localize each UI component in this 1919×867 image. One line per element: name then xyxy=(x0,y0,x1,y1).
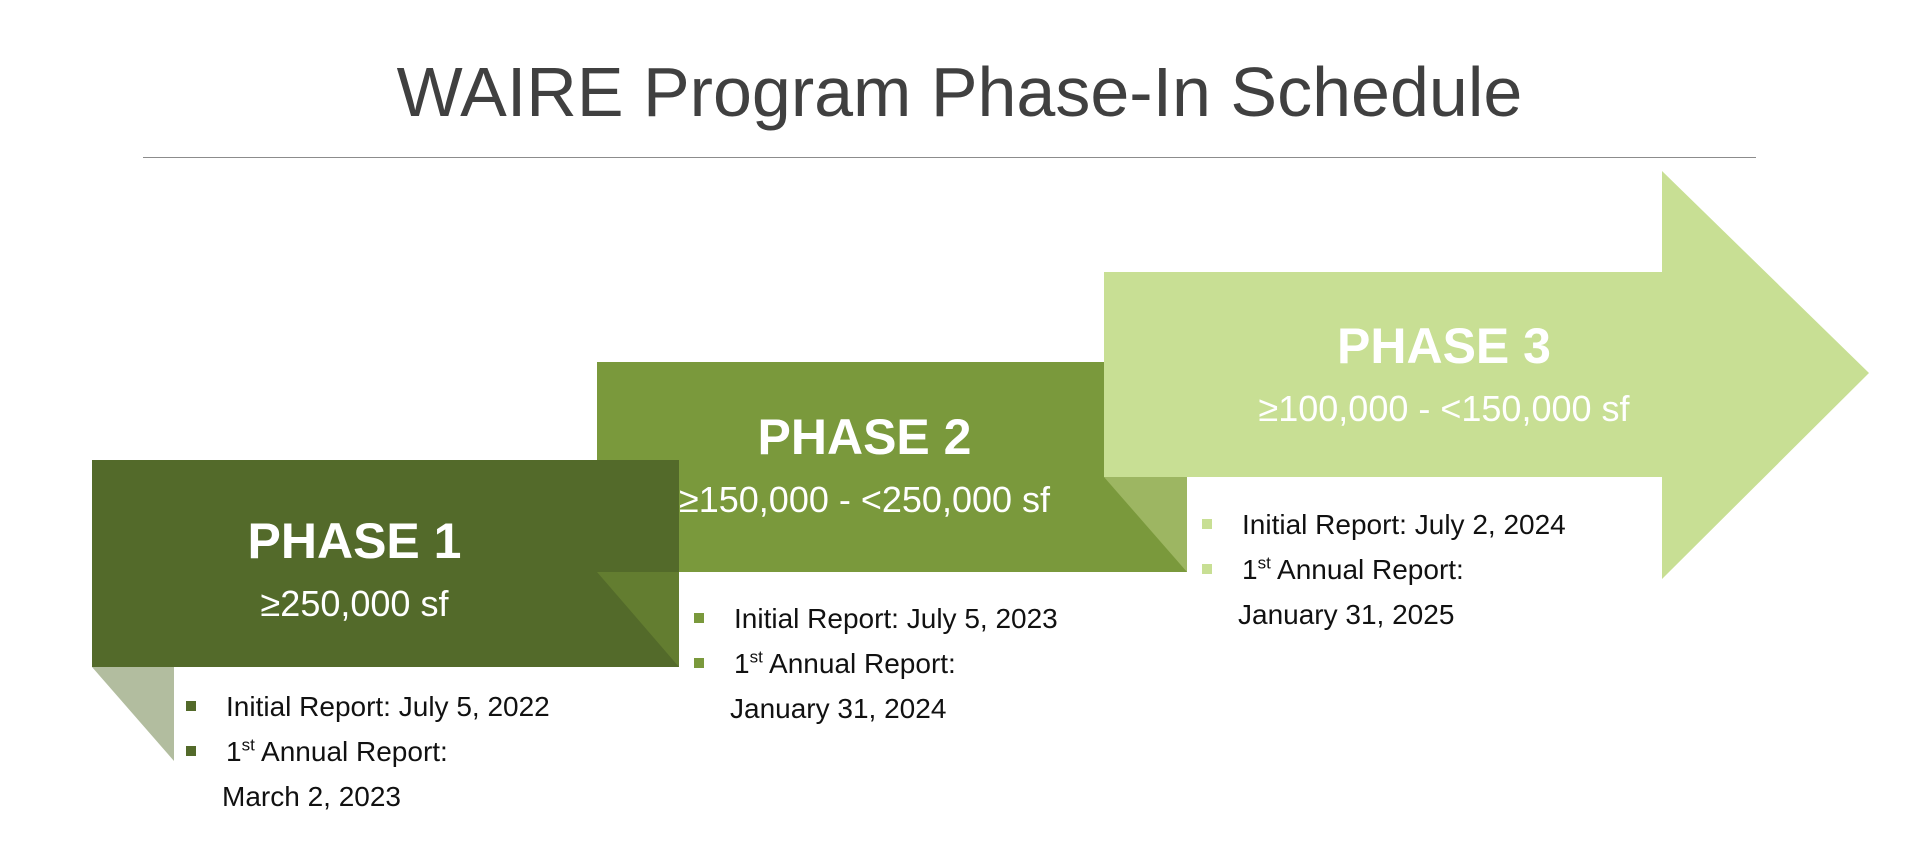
phase-range: ≥150,000 - <250,000 sf xyxy=(678,479,1051,520)
ordinal-suffix: st xyxy=(241,735,255,755)
bullet-square-icon xyxy=(1202,564,1212,574)
phase-3-label: PHASE 3 ≥100,000 - <150,000 sf xyxy=(1104,316,1784,434)
list-item: Initial Report: July 2, 2024 xyxy=(1202,502,1566,547)
initial-report: Initial Report: July 5, 2022 xyxy=(226,691,550,722)
list-item: Initial Report: July 5, 2022 xyxy=(186,684,550,729)
bullet-square-icon xyxy=(694,613,704,623)
bullet-square-icon xyxy=(1202,519,1212,529)
initial-report: Initial Report: July 5, 2023 xyxy=(734,603,1058,634)
phase-3-arrow xyxy=(1104,171,1869,579)
bullet-square-icon xyxy=(186,746,196,756)
phase-1-dates: Initial Report: July 5, 2022 1st Annual … xyxy=(186,684,550,819)
annual-report-date: January 31, 2025 xyxy=(1238,599,1455,630)
phase-2-label: PHASE 2 ≥150,000 - <250,000 sf xyxy=(597,407,1132,525)
initial-report: Initial Report: July 2, 2024 xyxy=(1242,509,1566,540)
page-title: WAIRE Program Phase-In Schedule xyxy=(396,53,1523,131)
phase-3-dates: Initial Report: July 2, 2024 1st Annual … xyxy=(1202,502,1566,637)
phase-3-fold xyxy=(1104,477,1187,572)
phase-1-fold xyxy=(92,667,174,761)
title-divider xyxy=(143,157,1756,158)
bullet-square-icon xyxy=(694,658,704,668)
phase-1-box xyxy=(92,460,679,667)
phase-2-dates: Initial Report: July 5, 2023 1st Annual … xyxy=(694,596,1058,731)
list-item: 1st Annual Report: xyxy=(1202,547,1566,592)
ordinal-suffix: st xyxy=(749,647,763,667)
phase-2-box xyxy=(597,362,1104,572)
annual-report-label: Annual Report: xyxy=(254,736,448,767)
annual-report-date: January 31, 2024 xyxy=(730,693,947,724)
phase-2-fold xyxy=(597,572,679,667)
annual-report-label: Annual Report: xyxy=(762,648,956,679)
annual-report-date: March 2, 2023 xyxy=(222,781,401,812)
phase-title: PHASE 3 xyxy=(1337,318,1551,374)
phase-range: ≥100,000 - <150,000 sf xyxy=(1258,388,1630,429)
phase-title: PHASE 1 xyxy=(247,513,462,569)
list-item: 1st Annual Report: xyxy=(694,641,1058,686)
bullet-square-icon xyxy=(186,701,196,711)
phase-range: ≥250,000 sf xyxy=(260,583,449,624)
annual-number: 1 xyxy=(226,736,242,767)
annual-report-label: Annual Report: xyxy=(1270,554,1464,585)
list-item: Initial Report: July 5, 2023 xyxy=(694,596,1058,641)
phase-title: PHASE 2 xyxy=(757,409,972,465)
phase-1-label: PHASE 1 ≥250,000 sf xyxy=(92,511,617,629)
annual-number: 1 xyxy=(1242,554,1258,585)
annual-number: 1 xyxy=(734,648,750,679)
ordinal-suffix: st xyxy=(1257,553,1271,573)
list-item: 1st Annual Report: xyxy=(186,729,550,774)
